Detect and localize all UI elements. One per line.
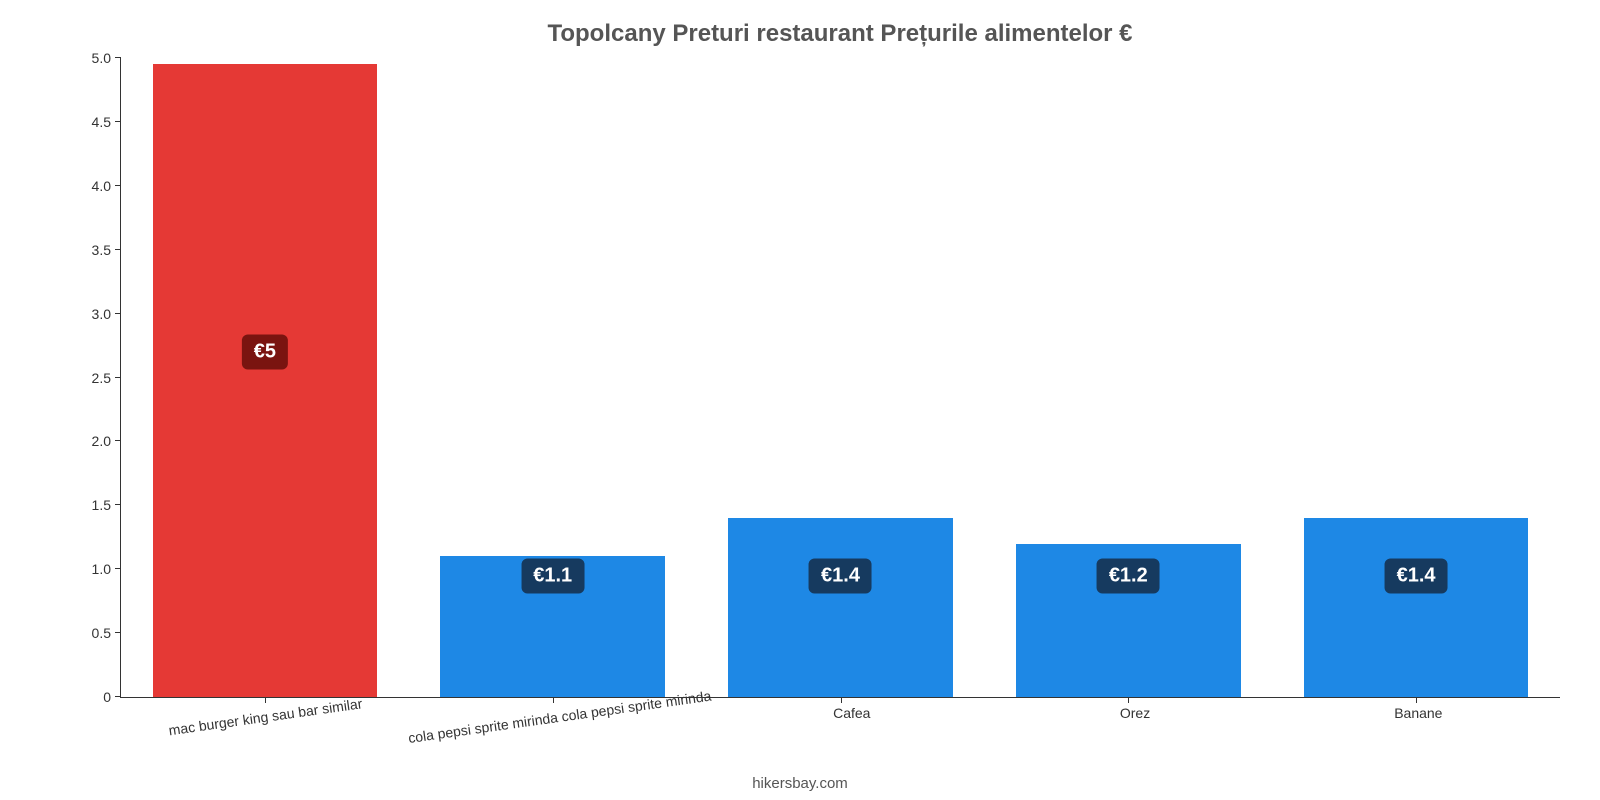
y-tick-label: 2.5 <box>61 370 111 386</box>
y-tick-label: 3.5 <box>61 242 111 258</box>
y-tick-label: 0 <box>61 689 111 705</box>
x-axis-labels: mac burger king sau bar similarcola peps… <box>121 697 1560 721</box>
y-tick-mark <box>115 185 121 186</box>
x-tick-mark <box>841 697 842 703</box>
bar <box>1304 518 1528 697</box>
bars-row: €5 €1.1 €1.4 €1.2 €1.4 <box>121 58 1560 697</box>
y-tick-mark <box>115 568 121 569</box>
bar-value-label: €1.4 <box>809 558 872 593</box>
y-tick-mark <box>115 440 121 441</box>
bar-value-label: €1.2 <box>1097 558 1160 593</box>
bar-value-label: €5 <box>242 334 288 369</box>
x-axis-label: Orez <box>993 697 1276 721</box>
y-tick-mark <box>115 632 121 633</box>
price-chart: Topolcany Preturi restaurant Prețurile a… <box>0 0 1600 800</box>
chart-title: Topolcany Preturi restaurant Prețurile a… <box>120 20 1560 48</box>
y-tick-mark <box>115 504 121 505</box>
x-tick-mark <box>1128 697 1129 703</box>
y-tick-mark <box>115 696 121 697</box>
bar-value-label: €1.1 <box>521 558 584 593</box>
y-tick-label: 5.0 <box>61 50 111 66</box>
x-axis-label: Banane <box>1277 697 1560 721</box>
bar-slot: €1.4 <box>1272 58 1560 697</box>
y-tick-label: 0.5 <box>61 625 111 641</box>
y-tick-mark <box>115 121 121 122</box>
y-tick-label: 4.5 <box>61 114 111 130</box>
bar-slot: €1.4 <box>697 58 985 697</box>
bar <box>153 64 377 697</box>
chart-footer: hikersbay.com <box>0 775 1600 792</box>
bar-slot: €1.1 <box>409 58 697 697</box>
plot-area: €5€1.1€1.4€1.2€1.4 mac burger king sau b… <box>120 58 1560 698</box>
x-axis-label: Cafea <box>710 697 993 721</box>
y-tick-label: 3.0 <box>61 306 111 322</box>
bar-value-label: €1.4 <box>1385 558 1448 593</box>
y-tick-label: 1.5 <box>61 497 111 513</box>
y-tick-mark <box>115 377 121 378</box>
y-tick-mark <box>115 57 121 58</box>
y-tick-label: 2.0 <box>61 433 111 449</box>
x-tick-mark <box>1416 697 1417 703</box>
y-tick-label: 1.0 <box>61 561 111 577</box>
bar-slot: €1.2 <box>984 58 1272 697</box>
y-tick-mark <box>115 313 121 314</box>
bar-slot: €5 <box>121 58 409 697</box>
y-tick-mark <box>115 249 121 250</box>
bar <box>728 518 952 697</box>
y-tick-label: 4.0 <box>61 178 111 194</box>
